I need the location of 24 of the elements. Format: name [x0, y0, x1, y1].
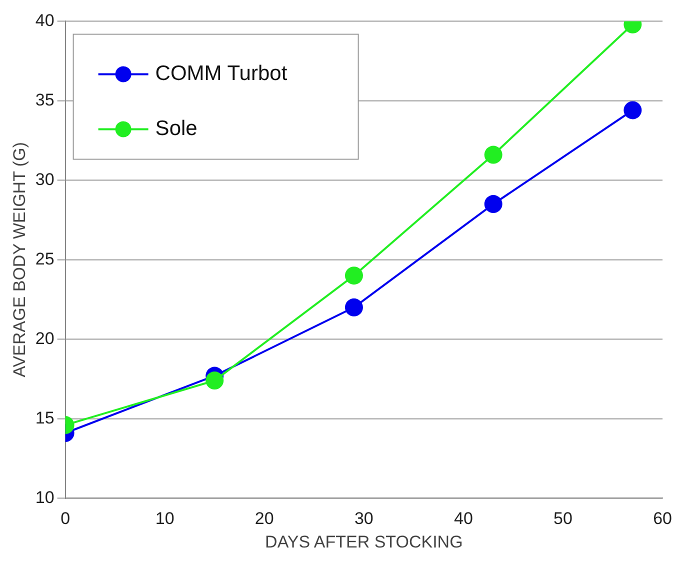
x-tick-label: 60	[653, 509, 672, 528]
x-tick-label: 20	[254, 509, 274, 528]
point	[344, 266, 363, 285]
y-tick-label: 30	[35, 170, 54, 189]
y-tick-label: 25	[35, 249, 54, 268]
point	[206, 372, 224, 390]
x-tick-label: 30	[354, 509, 374, 528]
point	[484, 146, 502, 164]
point	[624, 101, 642, 120]
y-tick-label: 10	[35, 488, 54, 507]
legend-label: Sole	[155, 116, 198, 140]
x-axis-title: DAYS AFTER STOCKING	[265, 532, 463, 552]
x-tick-label: 10	[155, 509, 174, 528]
x-tick-label: 50	[554, 509, 572, 528]
y-tick-label: 15	[35, 408, 54, 428]
y-tick-label: 40	[35, 10, 54, 30]
point	[344, 298, 363, 316]
y-tick-label: 20	[35, 328, 54, 348]
x-tick-label: 40	[454, 509, 473, 528]
point	[484, 195, 502, 214]
legend-label: COMM Turbot	[155, 62, 288, 85]
y-axis-title: AVERAGE BODY WEIGHT (G)	[10, 142, 29, 378]
y-tick-label: 35	[35, 90, 54, 110]
x-tick-label: 0	[60, 509, 70, 528]
